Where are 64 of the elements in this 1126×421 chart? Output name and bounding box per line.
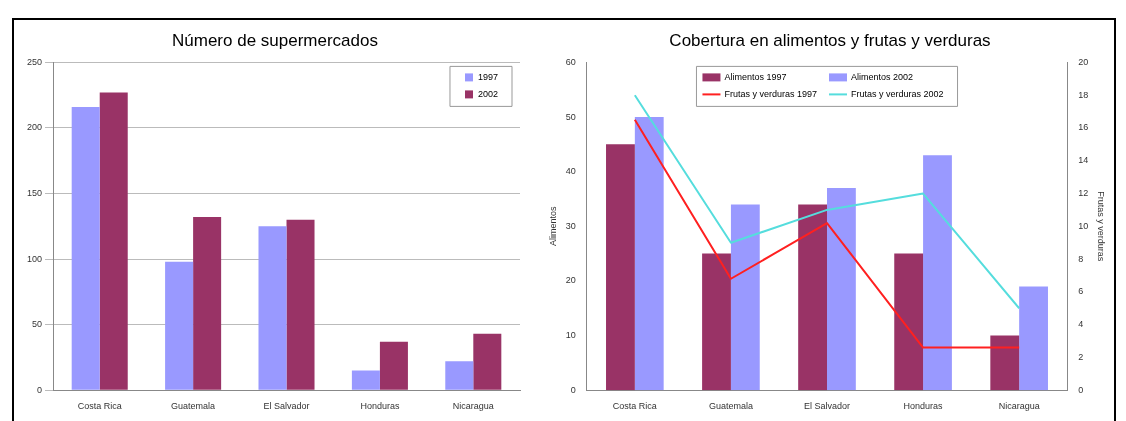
legend-label: Frutas y verduras 1997 — [724, 88, 817, 99]
bar — [798, 204, 827, 391]
y-tick-label: 50 — [565, 111, 576, 122]
bar — [606, 144, 635, 391]
y2-tick-label: 2 — [1078, 351, 1084, 362]
y-tick-label: 60 — [565, 56, 576, 67]
bar — [894, 253, 924, 391]
y2-axis-title: Frutas y verduras — [1096, 191, 1107, 262]
chart-title: Cobertura en alimentos y frutas y verduras — [668, 30, 992, 52]
x-tick-label: El Salvador — [803, 401, 851, 412]
y2-tick-label: 6 — [1078, 286, 1084, 297]
x-tick-label: Guatemala — [171, 401, 216, 412]
bar — [990, 335, 1020, 391]
y2-tick-label: 0 — [1078, 384, 1084, 395]
y-tick-label: 30 — [565, 220, 576, 231]
bar — [193, 217, 222, 390]
y-tick-label: 0 — [570, 384, 576, 395]
bar — [286, 219, 315, 390]
y2-tick-label: 18 — [1078, 89, 1089, 100]
x-tick-label: Guatemala — [708, 401, 753, 412]
y-tick-label: 0 — [37, 384, 43, 395]
y-tick-label: 50 — [32, 319, 43, 330]
x-tick-label: Honduras — [903, 401, 944, 412]
bar — [258, 226, 287, 390]
bar — [730, 204, 760, 391]
y2-tick-label: 20 — [1078, 56, 1089, 67]
y-tick-label: 250 — [26, 56, 43, 67]
bar — [634, 117, 664, 391]
x-tick-label: Nicaragua — [452, 401, 494, 412]
bar — [702, 253, 731, 391]
legend-label: Frutas y verduras 2002 — [851, 88, 944, 99]
bar — [351, 370, 380, 390]
x-tick-label: Nicaragua — [998, 401, 1040, 412]
y2-tick-label: 4 — [1078, 319, 1084, 330]
y-tick-label: 150 — [26, 188, 43, 198]
y-tick-label: 100 — [26, 253, 43, 264]
legend-label: Alimentos 2002 — [851, 71, 914, 82]
y-axis-title: Alimentos — [547, 206, 558, 247]
y-tick-label: 20 — [565, 275, 576, 286]
y2-tick-label: 8 — [1078, 253, 1084, 264]
bar — [379, 341, 408, 390]
bar — [445, 361, 474, 390]
legend-label: 1997 — [477, 71, 499, 82]
y2-tick-label: 16 — [1078, 122, 1089, 133]
bar — [1019, 286, 1048, 391]
bar — [473, 333, 502, 390]
y2-tick-label: 12 — [1078, 188, 1089, 198]
bar — [165, 261, 194, 390]
x-tick-label: El Salvador — [263, 401, 310, 412]
x-tick-label: Costa Rica — [77, 401, 122, 412]
bar — [71, 106, 100, 390]
x-tick-label: Costa Rica — [612, 401, 657, 412]
y2-tick-label: 10 — [1078, 220, 1089, 231]
y-tick-label: 200 — [26, 122, 43, 133]
bar — [923, 155, 952, 391]
y2-tick-label: 14 — [1078, 155, 1089, 166]
bar — [827, 188, 856, 391]
legend-label: Alimentos 1997 — [724, 71, 787, 82]
legend-label: 2002 — [477, 88, 499, 99]
x-tick-label: Honduras — [360, 401, 400, 412]
y-tick-label: 40 — [565, 166, 576, 177]
chart-title: Número de supermercados — [171, 30, 379, 52]
bar — [99, 92, 128, 390]
y-tick-label: 10 — [565, 330, 576, 341]
